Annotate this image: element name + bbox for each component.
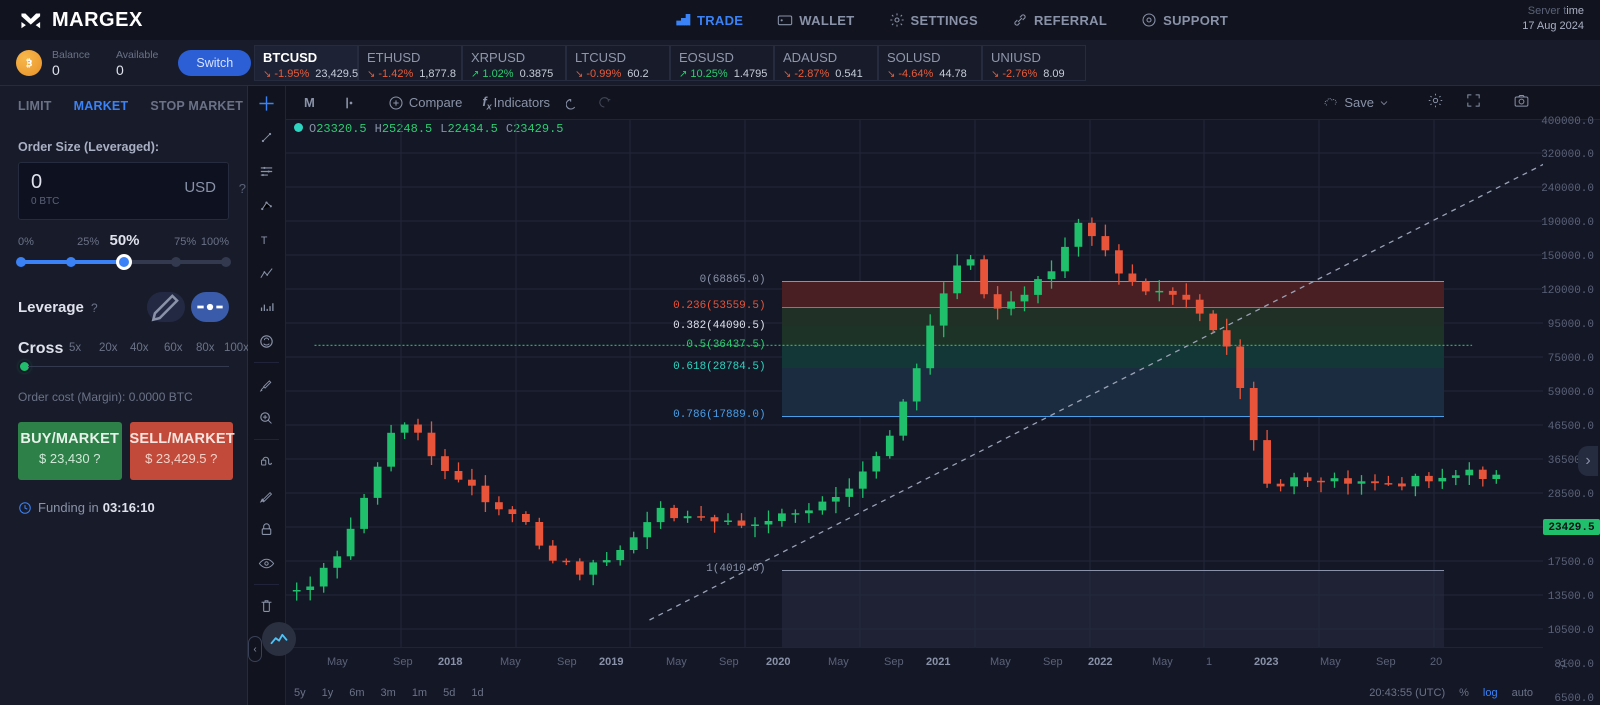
svg-text:T: T <box>261 234 268 246</box>
